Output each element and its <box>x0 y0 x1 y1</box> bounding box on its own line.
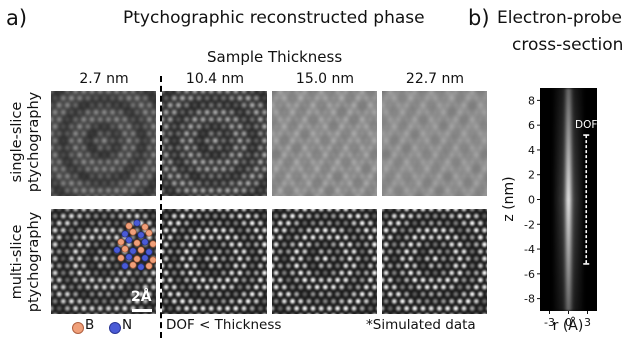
nitrogen-atom <box>141 254 149 262</box>
boron-atom <box>117 254 125 262</box>
r-tick-label: 3 <box>584 316 591 329</box>
panel-a-letter: a) <box>6 6 28 30</box>
boron-atom <box>133 239 141 247</box>
boron-atom <box>121 245 129 253</box>
dof-note: DOF < Thickness <box>166 317 282 333</box>
panel-b-title-line1: Electron-probe <box>497 8 622 28</box>
z-tick-label: 0 <box>528 194 535 207</box>
phase-image-svg <box>51 91 156 196</box>
nitrogen-atom <box>121 230 129 238</box>
phase-image-single-10.4nm <box>162 91 267 196</box>
z-axis-label: z (nm) <box>501 176 517 221</box>
column-label-2: 10.4 nm <box>185 71 245 87</box>
z-tick-label: -4 <box>524 243 535 256</box>
phase-image-svg <box>162 91 267 196</box>
phase-image-single-22.7nm <box>382 91 487 196</box>
z-tick-label: 6 <box>528 119 535 132</box>
boron-atom <box>117 238 125 246</box>
column-label-1: 2.7 nm <box>79 71 129 87</box>
column-label-4: 22.7 nm <box>405 71 465 87</box>
row-label-line1: single-slice <box>9 101 25 183</box>
phase-image-svg <box>382 209 487 314</box>
phase-image-multi-15.0nm <box>272 209 377 314</box>
z-tick-label: -6 <box>524 268 535 281</box>
r-tick-label: -3 <box>544 316 555 329</box>
panel-b-letter: b) <box>468 6 490 30</box>
dashed-divider <box>160 76 162 338</box>
row-label-line2: ptychography <box>26 211 42 313</box>
simulated-note: *Simulated data <box>366 317 476 333</box>
z-tick-label: 4 <box>528 144 535 157</box>
boron-dot-icon <box>72 322 84 334</box>
boron-atom <box>137 246 145 254</box>
phase-image-svg <box>162 209 267 314</box>
phase-image-multi-10.4nm <box>162 209 267 314</box>
boron-atom <box>141 223 149 231</box>
boron-atom <box>129 261 137 269</box>
nitrogen-atom <box>137 231 145 239</box>
thickness-header: Sample Thickness <box>207 48 343 66</box>
phase-image-multi-22.7nm <box>382 209 487 314</box>
boron-atom <box>125 222 133 230</box>
nitrogen-atom <box>113 246 121 254</box>
nitrogen-atom <box>137 263 145 271</box>
phase-image-single-15.0nm <box>272 91 377 196</box>
z-tick-label: 2 <box>528 169 535 182</box>
boron-atom <box>145 229 153 237</box>
r-tick-label: 0 <box>565 316 572 329</box>
nitrogen-atom <box>129 247 137 255</box>
z-tick-label: -2 <box>524 218 535 231</box>
nitrogen-atom <box>133 219 141 227</box>
phase-image-svg <box>382 91 487 196</box>
row-label-line2: ptychography <box>26 91 42 193</box>
phase-image-single-2.7nm <box>51 91 156 196</box>
row-label-multi-slice: multi-slice ptychography <box>9 207 43 317</box>
legend-label-b: B <box>85 317 95 333</box>
panel-b-title-line2: cross-section <box>512 35 624 55</box>
dof-label: DOF <box>575 119 597 131</box>
z-tick-label: -8 <box>524 293 535 306</box>
r-axis-label: r (Å) <box>553 317 584 334</box>
scale-bar <box>132 309 152 312</box>
row-label-line1: multi-slice <box>9 224 25 300</box>
row-label-single-slice: single-slice ptychography <box>9 87 43 197</box>
column-label-3: 15.0 nm <box>295 71 355 87</box>
boron-atom <box>149 256 156 264</box>
atom-model-overlay <box>113 219 156 271</box>
boron-atom <box>129 228 137 236</box>
scale-bar-label: 2Å <box>131 289 152 305</box>
boron-atom <box>149 240 156 248</box>
phase-image-svg <box>272 209 377 314</box>
nitrogen-atom <box>125 236 133 244</box>
nitrogen-dot-icon <box>109 322 121 334</box>
probe-beam-fade <box>540 88 597 311</box>
boron-atom <box>133 255 141 263</box>
boron-atom <box>145 262 153 270</box>
nitrogen-atom <box>121 262 129 270</box>
panel-a-title: Ptychographic reconstructed phase <box>123 8 425 28</box>
z-tick-label: 8 <box>528 94 535 107</box>
legend-label-n: N <box>122 317 133 333</box>
nitrogen-atom <box>145 248 153 256</box>
nitrogen-atom <box>141 238 149 246</box>
phase-image-svg <box>272 91 377 196</box>
nitrogen-atom <box>125 253 133 261</box>
